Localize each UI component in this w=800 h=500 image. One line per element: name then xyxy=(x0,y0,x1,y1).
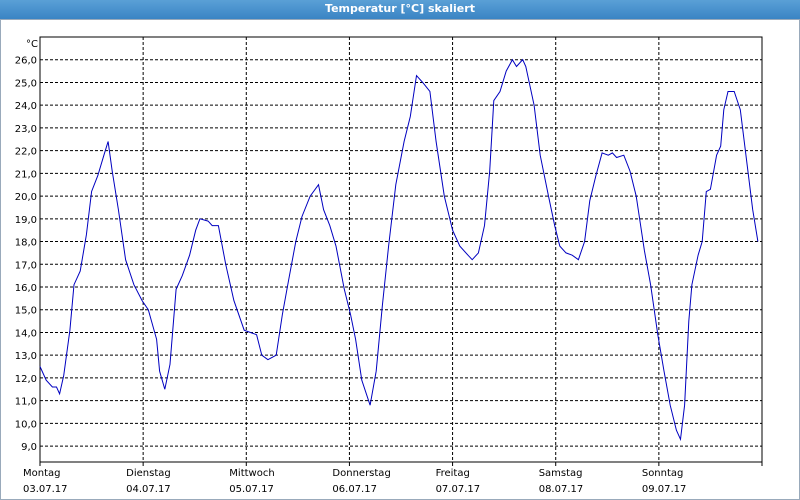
y-tick-label: 15,0 xyxy=(15,306,37,317)
y-tick-label: 13,0 xyxy=(15,351,37,362)
y-tick-label: 22,0 xyxy=(15,147,37,158)
title-bar xyxy=(0,0,800,19)
y-tick-label: 9,0 xyxy=(21,442,37,453)
temperature-line xyxy=(39,58,759,442)
y-tick-label: 10,0 xyxy=(15,419,37,430)
day-name: Samstag xyxy=(539,468,583,479)
day-date: 05.07.17 xyxy=(229,484,274,495)
y-tick-label: 16,0 xyxy=(15,283,37,294)
plot-border xyxy=(39,36,763,463)
day-name: Sonntag xyxy=(642,468,684,479)
y-tick-label: 26,0 xyxy=(15,56,37,67)
day-name: Dienstag xyxy=(126,468,171,479)
y-tick-label: 24,0 xyxy=(15,101,37,112)
day-date: 07.07.17 xyxy=(436,484,481,495)
day-name: Montag xyxy=(23,468,60,479)
y-unit: °C xyxy=(26,39,38,50)
day-date: 08.07.17 xyxy=(539,484,584,495)
y-tick-label: 19,0 xyxy=(15,215,37,226)
day-date: 03.07.17 xyxy=(23,484,68,495)
day-name: Mittwoch xyxy=(229,468,274,479)
y-tick-label: 21,0 xyxy=(15,169,37,180)
y-tick-label: 18,0 xyxy=(15,238,37,249)
y-tick-label: 25,0 xyxy=(15,78,37,89)
y-tick-label: 17,0 xyxy=(15,260,37,271)
y-tick-label: 12,0 xyxy=(15,374,37,385)
day-name: Freitag xyxy=(436,468,470,479)
day-date: 06.07.17 xyxy=(332,484,377,495)
y-tick-label: 14,0 xyxy=(15,328,37,339)
y-tick-label: 11,0 xyxy=(15,397,37,408)
y-tick-label: 20,0 xyxy=(15,192,37,203)
window-title: Temperatur [°C] skaliert xyxy=(325,2,475,15)
day-date: 09.07.17 xyxy=(642,484,687,495)
window-body xyxy=(0,19,800,500)
day-date: 04.07.17 xyxy=(126,484,171,495)
day-name: Donnerstag xyxy=(332,468,390,479)
y-tick-label: 23,0 xyxy=(15,124,37,135)
